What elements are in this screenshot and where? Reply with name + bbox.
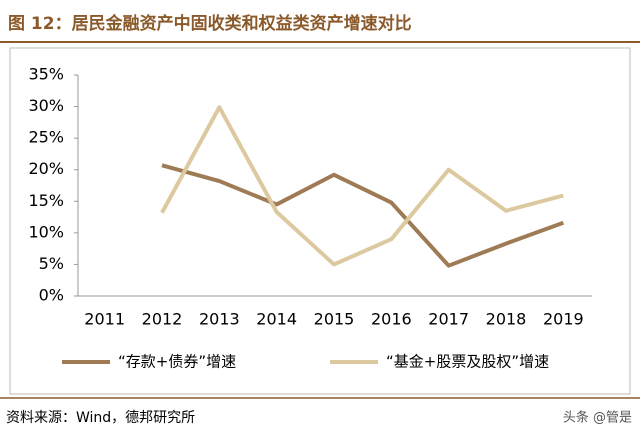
- x-tick-label: 2018: [486, 310, 527, 329]
- y-tick-label: 15%: [28, 191, 64, 210]
- watermark: 头条 @管是: [563, 410, 632, 426]
- y-tick-label: 10%: [28, 222, 64, 241]
- legend-label: “基金+股票及股权”增速: [386, 353, 549, 371]
- y-tick-label: 0%: [39, 286, 64, 305]
- x-tick-label: 2017: [428, 310, 469, 329]
- series-line: [160, 105, 564, 267]
- x-tick-label: 2014: [256, 310, 297, 329]
- series-line: [161, 163, 565, 268]
- legend-label: “存款+债券”增速: [118, 353, 236, 371]
- figure-title: 图 12：居民金融资产中固收类和权益类资产增速对比: [8, 13, 412, 34]
- y-tick-label: 30%: [28, 96, 64, 115]
- source-note: 资料来源：Wind，德邦研究所: [6, 410, 195, 426]
- x-tick-label: 2016: [371, 310, 412, 329]
- x-tick-label: 2013: [199, 310, 240, 329]
- y-tick-label: 5%: [39, 254, 64, 273]
- x-tick-label: 2012: [142, 310, 183, 329]
- y-tick-label: 35%: [28, 65, 64, 84]
- chart-frame: [9, 47, 631, 395]
- x-tick-label: 2015: [314, 310, 355, 329]
- x-tick-label: 2011: [84, 310, 125, 329]
- y-tick-label: 25%: [28, 128, 64, 147]
- y-tick-label: 20%: [28, 159, 64, 178]
- x-tick-label: 2019: [543, 310, 584, 329]
